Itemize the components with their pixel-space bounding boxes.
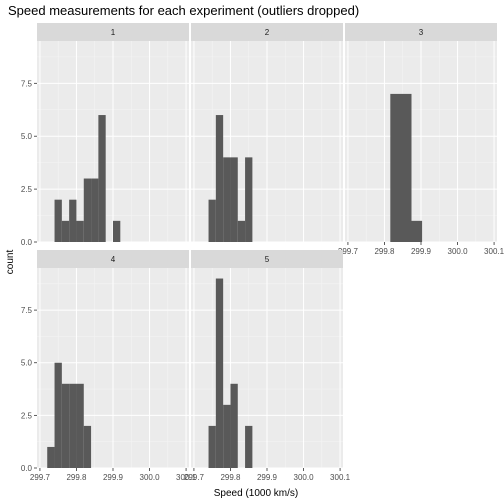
facet-strip (191, 250, 343, 268)
y-tick-label: 5.0 (21, 132, 33, 141)
facet-panel-5: 5 299.7 299.8 299.9 300.0 300.1 (184, 250, 351, 482)
y-tick-label: 7.5 (21, 306, 33, 315)
y-tick-label: 0.0 (21, 238, 33, 247)
histogram-bar (54, 362, 62, 468)
histogram-bar (245, 425, 253, 468)
histogram-bar (61, 220, 70, 242)
histogram-bar (54, 199, 62, 242)
histogram-bar (61, 383, 70, 468)
facet-strip (37, 250, 189, 268)
x-tick-label: 300.0 (448, 247, 469, 256)
x-tick-label: 299.7 (30, 473, 51, 482)
histogram-bar (208, 199, 216, 242)
chart-title: Speed measurements for each experiment (… (8, 3, 359, 18)
facet-strip (191, 23, 343, 41)
facet-strip-label: 5 (265, 255, 270, 264)
y-tick-label: 0.0 (21, 464, 33, 473)
x-tick-label: 300.1 (484, 247, 504, 256)
x-tick-label: 300.0 (294, 473, 315, 482)
histogram-bar (411, 220, 423, 242)
facet-strip-label: 2 (265, 28, 270, 37)
x-tick-label: 299.7 (184, 473, 205, 482)
x-tick-label: 299.8 (220, 473, 241, 482)
histogram-bar (83, 425, 92, 468)
histogram-bar (47, 446, 55, 468)
facet-strip (37, 23, 189, 41)
y-tick-label: 2.5 (21, 185, 33, 194)
histogram-bar (69, 383, 77, 468)
facet-panel-4: 4 0.0 2.5 5.0 7.5 299.7 299.8 299.9 300.0 300.1 (21, 250, 197, 482)
x-tick-label: 299.9 (103, 473, 124, 482)
histogram-bar (237, 220, 246, 242)
y-tick-label: 7.5 (21, 79, 33, 88)
x-tick-label: 300.0 (140, 473, 161, 482)
facet-strip-label: 4 (111, 255, 116, 264)
histogram-bar (76, 383, 84, 468)
histogram-bar (390, 93, 412, 242)
facet-panel-1: 1 0.0 2.5 5.0 7.5 (21, 23, 189, 247)
histogram-bar (215, 115, 224, 242)
x-tick-label: 299.9 (257, 473, 278, 482)
histogram-bar (208, 425, 216, 468)
histogram-bar (230, 383, 238, 468)
y-tick-label: 2.5 (21, 411, 33, 420)
x-tick-label: 299.9 (411, 247, 432, 256)
facet-panel-3: 3 299.7 299.8 299.9 300.0 300.1 (338, 23, 504, 256)
histogram-bar (76, 220, 84, 242)
x-axis-title: Speed (1000 km/s) (214, 488, 299, 499)
histogram-bar (245, 157, 253, 242)
x-tick-label: 299.8 (66, 473, 87, 482)
facet-strip-label: 1 (111, 28, 116, 37)
x-tick-label: 299.7 (338, 247, 359, 256)
histogram-bar (91, 178, 99, 242)
histogram-bar (69, 199, 77, 242)
histogram-bar (223, 404, 231, 468)
histogram-bar (223, 157, 231, 242)
facet-panels: 1 0.0 2.5 5.0 7.5 2 3 299.7 299.8 299.9 300.0 300.1… (21, 23, 504, 482)
facet-panel-2: 2 (191, 23, 343, 243)
histogram-bar (215, 278, 224, 468)
y-tick-label: 5.0 (21, 359, 33, 368)
x-tick-label: 299.8 (374, 247, 395, 256)
facet-strip (345, 23, 497, 41)
histogram-bar (230, 157, 238, 242)
facet-strip-label: 3 (419, 28, 424, 37)
histogram-bar (113, 220, 121, 242)
x-tick-label: 300.1 (330, 473, 351, 482)
x-tick-label: 300.1 (176, 473, 197, 482)
histogram-bar (98, 115, 106, 242)
y-axis-title: count (5, 250, 16, 275)
histogram-bar (83, 178, 92, 242)
